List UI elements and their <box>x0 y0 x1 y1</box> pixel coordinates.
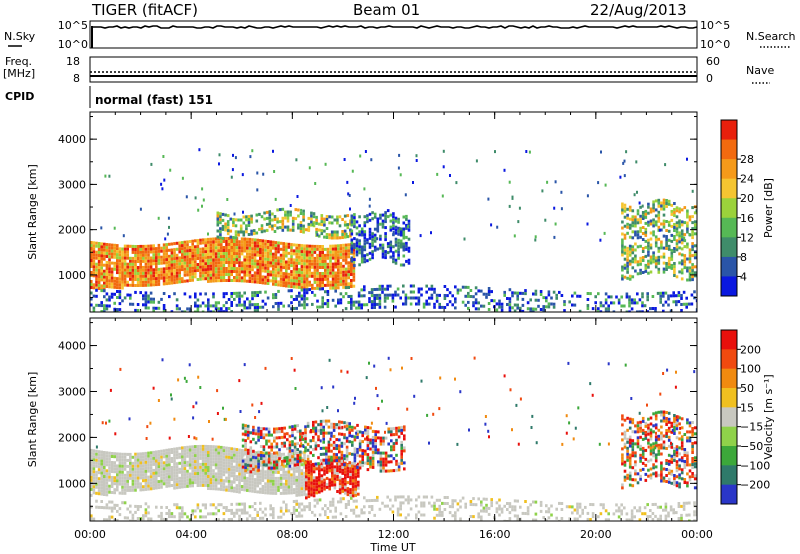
colorbar-tick-label: 12 <box>740 231 754 244</box>
nave-tick-bottom: 0 <box>706 72 713 85</box>
colorbar-swatch <box>721 368 737 389</box>
colorbar-swatch <box>721 198 737 219</box>
x-tick-label: 04:00 <box>175 528 207 541</box>
colorbar-tick-label: 24 <box>740 173 754 186</box>
x-tick-label: 00:00 <box>74 528 106 541</box>
nsky-label: N.Sky <box>4 30 36 43</box>
colorbar-swatch <box>721 178 737 199</box>
nsky-tick-bottom: 10^0 <box>58 38 88 51</box>
plot-frame <box>89 317 698 522</box>
y-tick-label: 2000 <box>58 224 86 237</box>
colorbar-tick-label: 8 <box>740 251 747 264</box>
colorbar-tick-label: 200 <box>740 343 761 356</box>
colorbar-tick-label: 100 <box>740 363 761 376</box>
colorbar-tick-label: −100 <box>740 459 770 472</box>
colorbar-tick-label: 50 <box>740 382 754 395</box>
colorbar-frame <box>720 119 738 297</box>
cpid-value: normal (fast) 151 <box>95 93 213 107</box>
colorbar-swatch <box>721 407 737 428</box>
colorbar-tick-label: −200 <box>740 479 770 492</box>
cpid-row: CPID normal (fast) 151 <box>5 86 213 108</box>
echo-cells <box>90 148 697 312</box>
x-tick-label: 08:00 <box>276 528 308 541</box>
y-tick-label: 4000 <box>58 133 86 146</box>
colorbar: 200 100 50 15 −15 −50 −100 −200 Velocity [m s⁻¹] <box>720 329 775 505</box>
x-tick-label: 00:00 <box>681 528 713 541</box>
date-label: 22/Aug/2013 <box>590 1 687 19</box>
colorbar-frame <box>720 329 738 505</box>
colorbar-tick-label: −50 <box>740 440 763 453</box>
colorbar: 4 8 12 16 20 24 28 Power [dB] <box>720 119 775 297</box>
echo-cells <box>90 356 697 521</box>
colorbar-swatch <box>721 388 737 408</box>
nsky-tick-top: 10^5 <box>58 19 88 32</box>
colorbar-tick-label: 15 <box>740 401 754 414</box>
colorbar-tick-label: −15 <box>740 421 763 434</box>
y-tick-label: 3000 <box>58 178 86 191</box>
nave-tick-top: 60 <box>706 55 720 68</box>
station-title: TIGER (fitACF) <box>91 1 198 19</box>
x-tick-label: 12:00 <box>378 528 410 541</box>
colorbar-swatch <box>721 465 737 486</box>
x-axis-label: Time UT <box>369 541 415 554</box>
colorbar-swatch <box>721 120 737 141</box>
freq-strip: 18 8 60 0 Freq. [MHz] Nave <box>3 55 774 85</box>
freq-tick-bottom: 8 <box>73 72 80 85</box>
nsearch-label: N.Search <box>746 30 796 43</box>
colorbar-swatch <box>721 484 737 505</box>
colorbar-swatch <box>721 349 737 370</box>
y-tick-label: 2000 <box>58 431 86 444</box>
beam-label: Beam 01 <box>353 1 420 19</box>
colorbar-tick-label: 20 <box>740 192 754 205</box>
colorbar-tick-label: 4 <box>740 270 747 283</box>
y-tick-label: 4000 <box>58 340 86 353</box>
colorbar-swatch <box>721 139 737 160</box>
colorbar-swatch <box>721 276 737 297</box>
y-tick-label: 3000 <box>58 385 86 398</box>
power-panel: 1000 2000 3000 4000 Slant Range [km] 4 8 12 16 20… <box>26 111 775 313</box>
cpid-label: CPID <box>5 90 34 103</box>
y-axis-label: Slant Range [km] <box>26 164 39 260</box>
x-tick-label: 20:00 <box>580 528 612 541</box>
nsky-strip: 10^5 10^0 10^5 10^0 N.Sky N.Search <box>4 19 796 51</box>
y-tick-label: 1000 <box>58 477 86 490</box>
freq-label-line1: Freq. <box>5 55 32 68</box>
velocity-panel: 00:00 04:00 08:00 12:00 16:00 20:00 00:00 1000 2… <box>26 317 775 541</box>
colorbar-tick-label: 28 <box>740 153 754 166</box>
colorbar-swatch <box>721 256 737 277</box>
x-tick-label: 16:00 <box>479 528 511 541</box>
colorbar-swatch <box>721 159 737 180</box>
y-tick-label: 1000 <box>58 269 86 282</box>
colorbar-label: Velocity [m s⁻¹] <box>762 374 775 459</box>
colorbar-swatch <box>721 217 737 238</box>
colorbar-label: Power [dB] <box>762 178 775 238</box>
nave-label: Nave <box>746 64 774 77</box>
colorbar-swatch <box>721 446 737 466</box>
freq-label-line2: [MHz] <box>3 67 35 80</box>
colorbar-swatch <box>721 237 737 258</box>
y-axis-label: Slant Range [km] <box>26 372 39 468</box>
freq-tick-top: 18 <box>66 55 80 68</box>
colorbar-tick-label: 16 <box>740 212 754 225</box>
colorbar-swatch <box>721 426 737 447</box>
colorbar-swatch <box>721 330 737 350</box>
nsearch-tick-bottom: 10^0 <box>700 38 730 51</box>
nsearch-tick-top: 10^5 <box>700 19 730 32</box>
